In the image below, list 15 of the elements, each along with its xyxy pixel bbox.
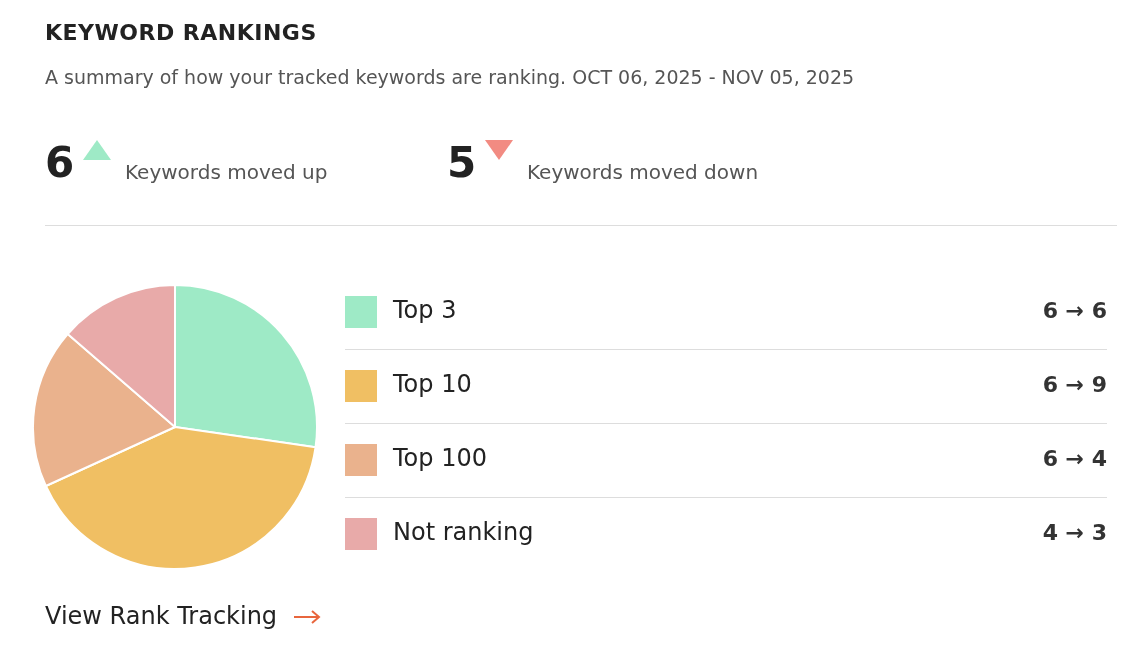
chart-title: KEYWORD RANKINGS — [45, 20, 317, 45]
text: Keywords moved down — [527, 160, 759, 184]
text: 6 — [45, 138, 75, 187]
data-label: 4 → 3 — [1042, 520, 1107, 545]
text: 5 — [447, 138, 477, 187]
data-label: 6 → 4 — [1042, 446, 1107, 471]
legend-label: Top 100 — [393, 444, 487, 472]
legend-label: Top 3 — [393, 296, 457, 324]
legend-label: Not ranking — [393, 518, 534, 546]
data-label: 6 → 9 — [1042, 372, 1107, 397]
text: View Rank Tracking — [45, 602, 279, 630]
text: Keywords moved up — [125, 160, 328, 184]
data-label: 6 → 6 — [1042, 298, 1107, 323]
legend-label: Top 10 — [393, 370, 472, 398]
chart-subtitle: A summary of how your tracked keywords are ranking. OCT 06, 2025 - NOV 05, 2025 — [45, 66, 855, 88]
